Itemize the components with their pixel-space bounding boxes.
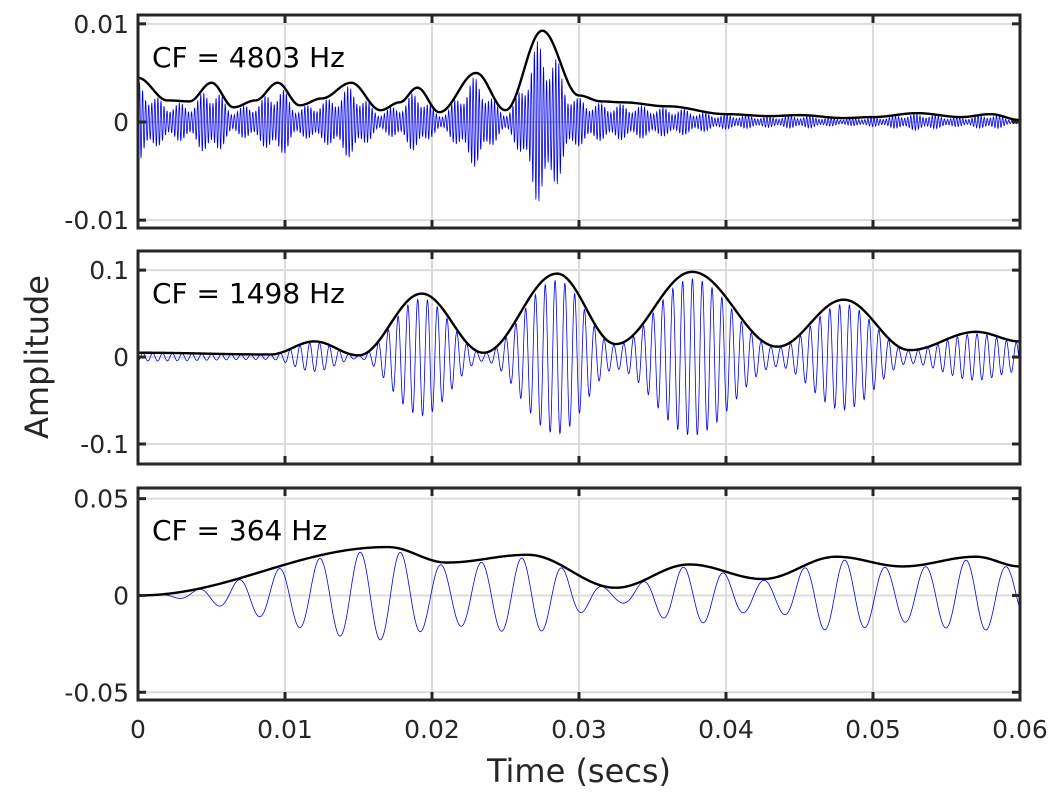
x-axis-label: Time (secs) (486, 752, 671, 788)
signal-line (137, 41, 1021, 202)
panel-2: -0.1 0 0.1 CF = 1498 Hz (80, 249, 1022, 466)
x-tick-label: 0 (130, 715, 146, 744)
y-tick-label: 0.1 (89, 256, 129, 285)
panel-annotation: CF = 364 Hz (152, 514, 327, 547)
y-tick-label: 0 (113, 108, 129, 137)
x-tick-label: 0.04 (698, 715, 754, 744)
x-tick-label: 0.01 (257, 715, 313, 744)
x-tick-label: 0.02 (404, 715, 460, 744)
x-tick-label: 0.03 (551, 715, 607, 744)
y-tick-label: 0.05 (73, 485, 129, 514)
panel-1: -0.01 0 0.01 CF = 4803 Hz (64, 10, 1022, 235)
y-tick-label: 0 (113, 581, 129, 610)
x-tick-label: 0.06 (992, 715, 1048, 744)
y-tick-label: 0 (113, 343, 129, 372)
signal-line (137, 278, 1021, 435)
envelope-line (138, 270, 1021, 357)
y-tick-label: -0.05 (64, 678, 129, 707)
signal-line (138, 551, 1021, 641)
panel-3: -0.05 0 0.05 CF = 364 Hz (64, 485, 1022, 707)
panel-annotation: CF = 4803 Hz (152, 41, 345, 74)
y-tick-label: 0.01 (73, 10, 129, 39)
y-tick-label: -0.01 (64, 206, 129, 235)
panel-annotation: CF = 1498 Hz (152, 277, 345, 310)
y-axis-label: Amplitude (18, 275, 56, 439)
x-tick-label: 0.05 (845, 715, 901, 744)
y-tick-label: -0.1 (80, 430, 129, 459)
envelope-line (137, 29, 1021, 122)
envelope-line (138, 545, 1021, 597)
